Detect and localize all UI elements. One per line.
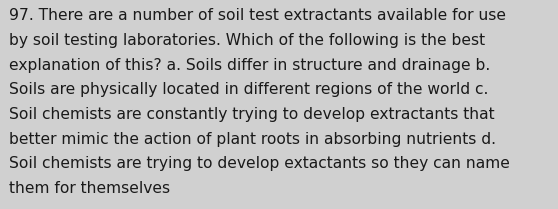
Text: 97. There are a number of soil test extractants available for use: 97. There are a number of soil test extr…	[9, 8, 506, 23]
Text: explanation of this? a. Soils differ in structure and drainage b.: explanation of this? a. Soils differ in …	[9, 58, 490, 73]
Text: Soils are physically located in different regions of the world c.: Soils are physically located in differen…	[9, 82, 488, 97]
Text: by soil testing laboratories. Which of the following is the best: by soil testing laboratories. Which of t…	[9, 33, 485, 48]
Text: them for themselves: them for themselves	[9, 181, 170, 196]
Text: Soil chemists are trying to develop extactants so they can name: Soil chemists are trying to develop exta…	[9, 156, 510, 171]
Text: Soil chemists are constantly trying to develop extractants that: Soil chemists are constantly trying to d…	[9, 107, 494, 122]
Text: better mimic the action of plant roots in absorbing nutrients d.: better mimic the action of plant roots i…	[9, 132, 496, 147]
